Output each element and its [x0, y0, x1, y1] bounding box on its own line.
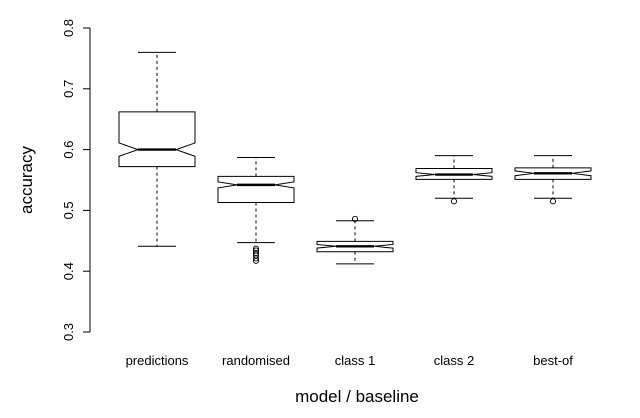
x-tick-labels: predictions randomised class 1 class 2 best-…: [126, 353, 574, 368]
y-tick-label: 0.3: [61, 323, 76, 341]
y-tick-label: 0.6: [61, 141, 76, 159]
box-3: [316, 215, 394, 265]
boxes-layer: [118, 51, 592, 265]
x-axis-title: model / baseline: [295, 387, 419, 406]
y-axis-title: accuracy: [17, 145, 36, 214]
box-1: [118, 51, 196, 247]
box-5: [514, 155, 592, 205]
outlier-point: [351, 215, 359, 222]
box-body: [118, 111, 196, 168]
outlier-point: [252, 249, 260, 257]
box-4: [415, 155, 493, 205]
outlier-point: [450, 198, 458, 205]
x-tick-label: predictions: [126, 353, 189, 368]
box-2: [217, 157, 295, 264]
outlier-point: [252, 245, 260, 252]
y-axis: 0.3 0.4 0.5 0.6 0.7 0.8: [61, 19, 91, 341]
y-tick-label: 0.4: [61, 262, 76, 280]
y-tick-label: 0.5: [61, 201, 76, 219]
y-tick-label: 0.7: [61, 80, 76, 98]
x-tick-label: class 1: [335, 353, 375, 368]
outlier-point: [252, 247, 260, 254]
x-tick-label: best-of: [533, 353, 573, 368]
y-tick-label: 0.8: [61, 19, 76, 37]
x-tick-label: class 2: [434, 353, 474, 368]
outlier-point: [549, 198, 557, 205]
x-tick-label: randomised: [222, 353, 290, 368]
box-body: [217, 175, 295, 203]
